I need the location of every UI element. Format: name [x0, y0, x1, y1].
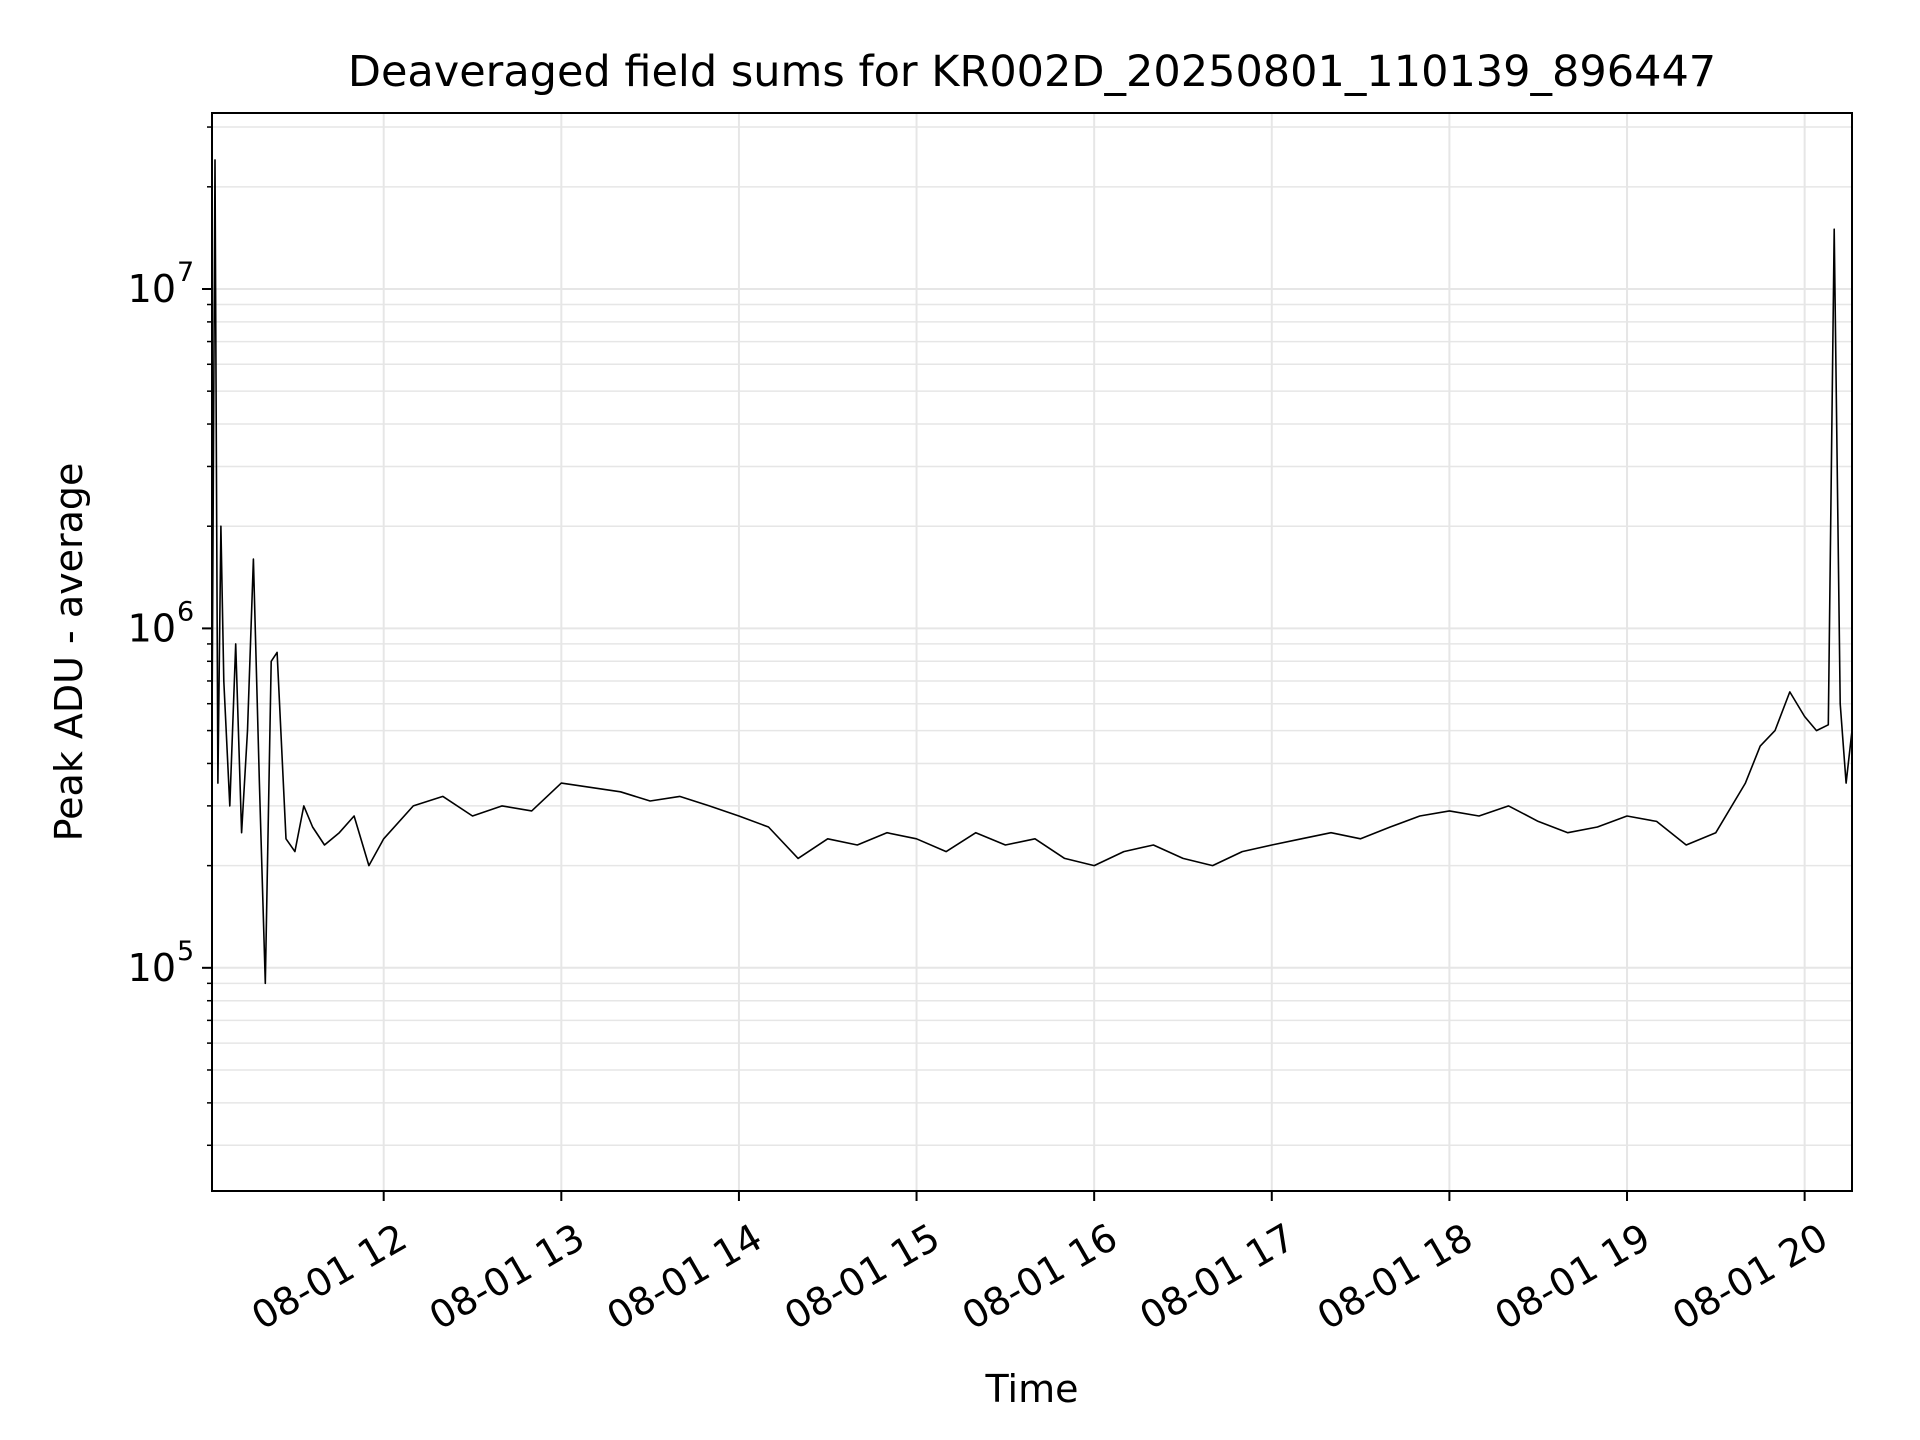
- grid: [212, 113, 1852, 1191]
- series-line: [211, 159, 1853, 985]
- y-tick-label-exponent: 7: [177, 257, 194, 288]
- plot-frame: [211, 112, 1853, 1192]
- series-layer: [211, 159, 1853, 985]
- y-axis-label: Peak ADU - average: [47, 463, 91, 842]
- y-tick-label: 10: [128, 267, 176, 311]
- chart-title: Deaveraged field sums for KR002D_2025080…: [348, 47, 1716, 97]
- x-axis-label: Time: [985, 1367, 1079, 1411]
- y-tick-label: 10: [128, 946, 176, 990]
- y-tick-label-exponent: 5: [177, 936, 194, 967]
- y-tick-label: 10: [128, 606, 176, 650]
- y-tick-label-exponent: 6: [177, 596, 194, 627]
